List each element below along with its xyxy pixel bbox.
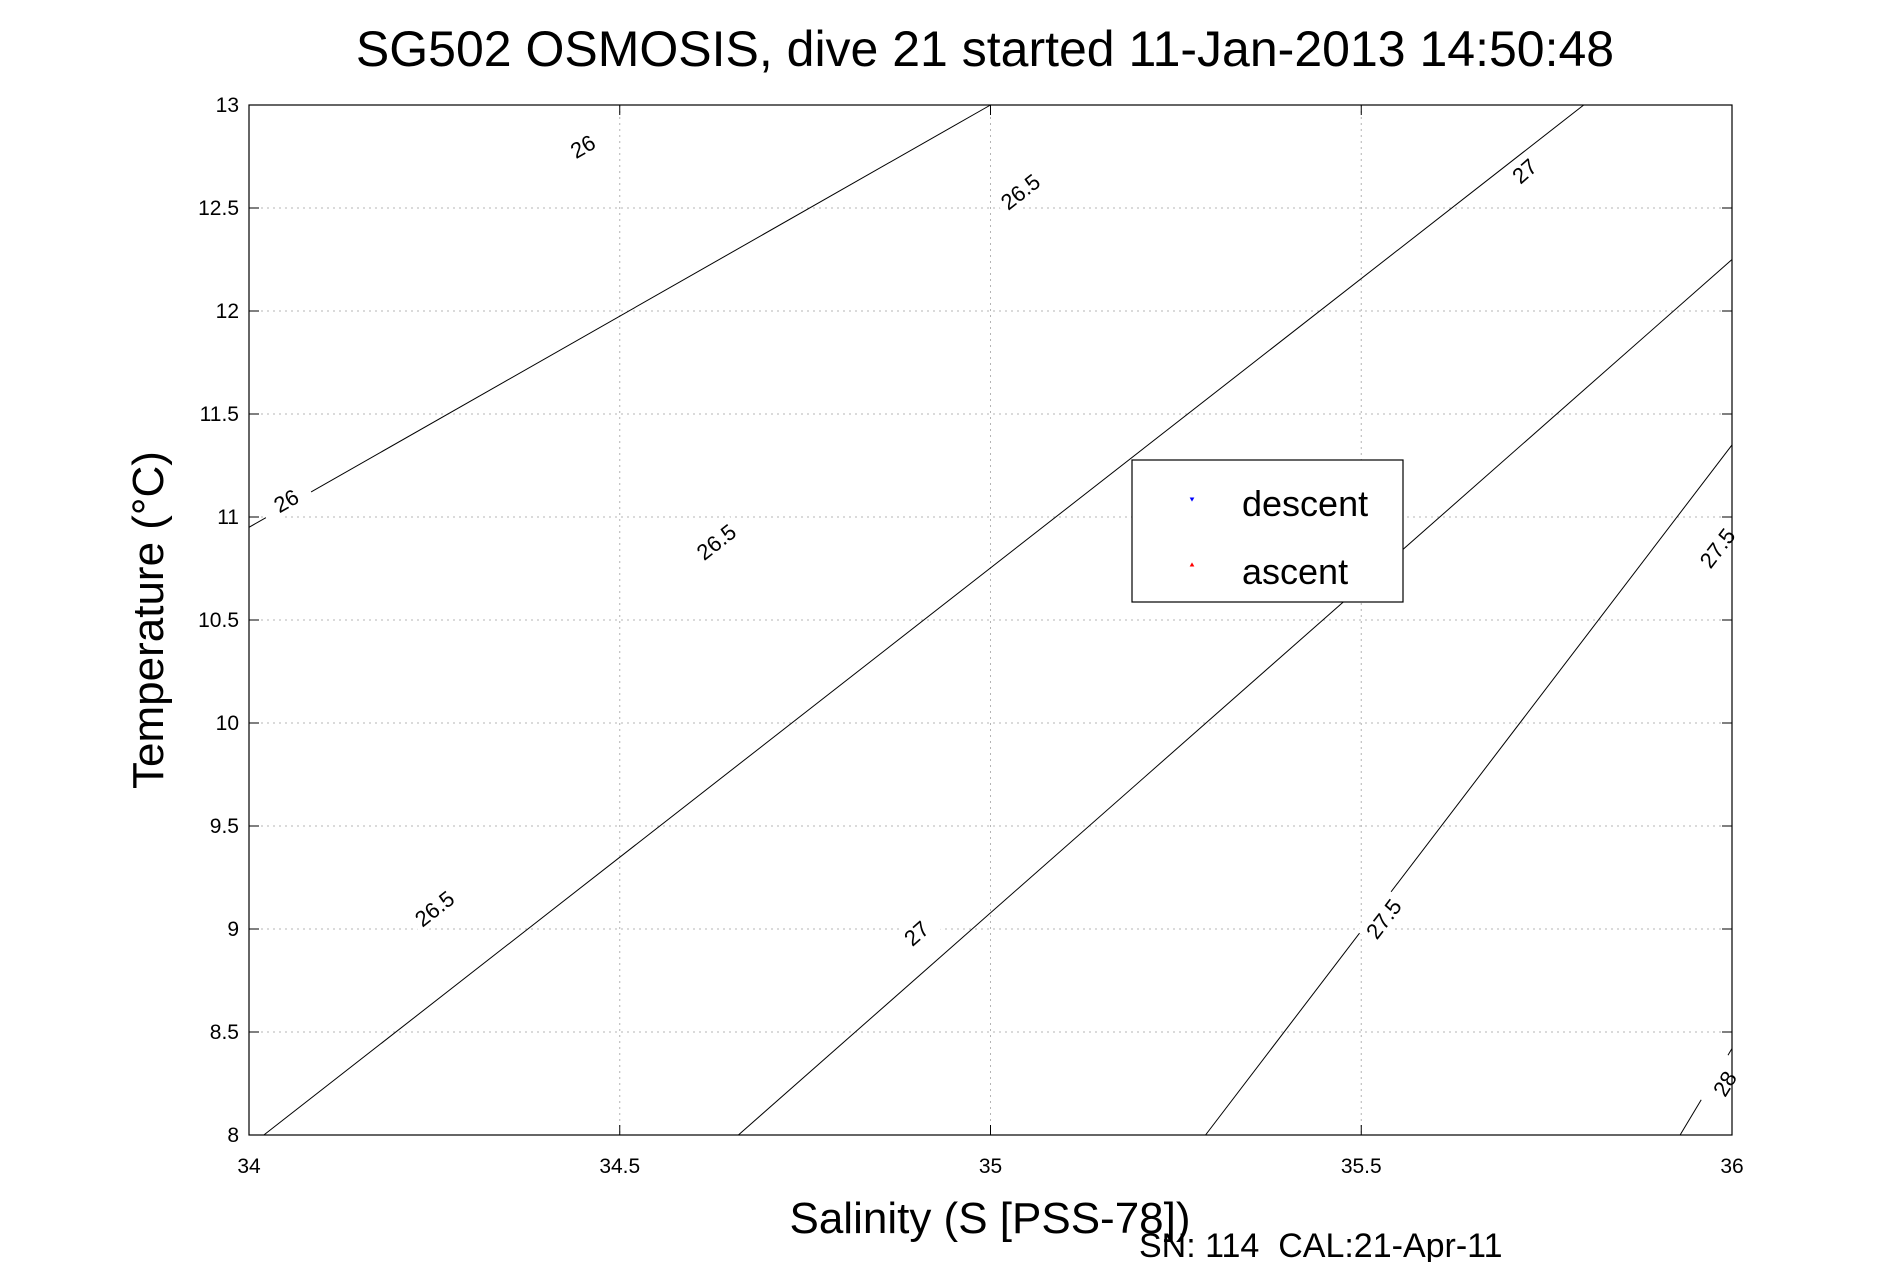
density-contour-26.5	[263, 104, 1585, 1136]
x-axis-title: Salinity (S [PSS-78])	[789, 1194, 1190, 1243]
y-tick-label: 11.5	[200, 403, 239, 426]
y-tick-label: 12.5	[198, 197, 239, 220]
x-tick-label: 35	[979, 1155, 1002, 1178]
density-contour-26	[248, 104, 991, 528]
legend-label-ascent: ascent	[1242, 551, 1348, 592]
density-contour-27.5	[1205, 444, 1733, 1136]
contour-label-mask	[1691, 519, 1744, 577]
y-tick-label: 8.5	[210, 1021, 239, 1044]
y-tick-label: 10.5	[198, 609, 239, 632]
y-tick-label: 9	[227, 918, 239, 941]
y-tick-label: 10	[216, 712, 239, 735]
contour-label-mask	[1700, 1054, 1750, 1113]
x-tick-label: 34.5	[599, 1155, 640, 1178]
legend-box	[1131, 459, 1404, 603]
legend: descent ascent	[1131, 459, 1404, 603]
legend-marker-ascent	[1189, 562, 1195, 567]
y-axis-ticks: 8 8.5 9 9.5 10 10.5 11 11.5 12 12.5 13	[198, 94, 1732, 1147]
contour-label-mask	[405, 882, 463, 935]
chart-title: SG502 OSMOSIS, dive 21 started 11-Jan-20…	[356, 21, 1614, 77]
y-axis-title: Temperature (°C)	[124, 451, 173, 789]
legend-marker-descent	[1189, 497, 1195, 502]
contour-label-mask	[1496, 143, 1553, 198]
legend-markers	[1189, 497, 1195, 567]
legend-label-descent: descent	[1242, 483, 1368, 524]
contour-label-mask	[888, 906, 945, 961]
x-axis-ticks: 34 34.5 35 35.5 36	[237, 105, 1744, 1178]
x-tick-label: 34	[237, 1155, 261, 1178]
y-tick-label: 12	[216, 300, 239, 323]
x-tick-label: 35.5	[1341, 1155, 1382, 1178]
y-tick-label: 8	[227, 1124, 239, 1147]
y-tick-label: 13	[216, 94, 239, 117]
footer-serial-calibration: SN: 114 CAL:21-Apr-11	[1139, 1227, 1502, 1262]
contour-label-mask	[991, 165, 1049, 218]
contour-label-mask	[687, 515, 745, 568]
contour-label-mask	[1357, 890, 1410, 948]
contour-label-mask	[553, 122, 612, 171]
y-tick-label: 9.5	[210, 815, 239, 838]
contour-label-mask	[257, 476, 316, 525]
density-contour-27	[738, 259, 1733, 1136]
y-tick-label: 11	[217, 506, 239, 529]
x-tick-label: 36	[1720, 1155, 1743, 1178]
grid	[249, 105, 1732, 1135]
